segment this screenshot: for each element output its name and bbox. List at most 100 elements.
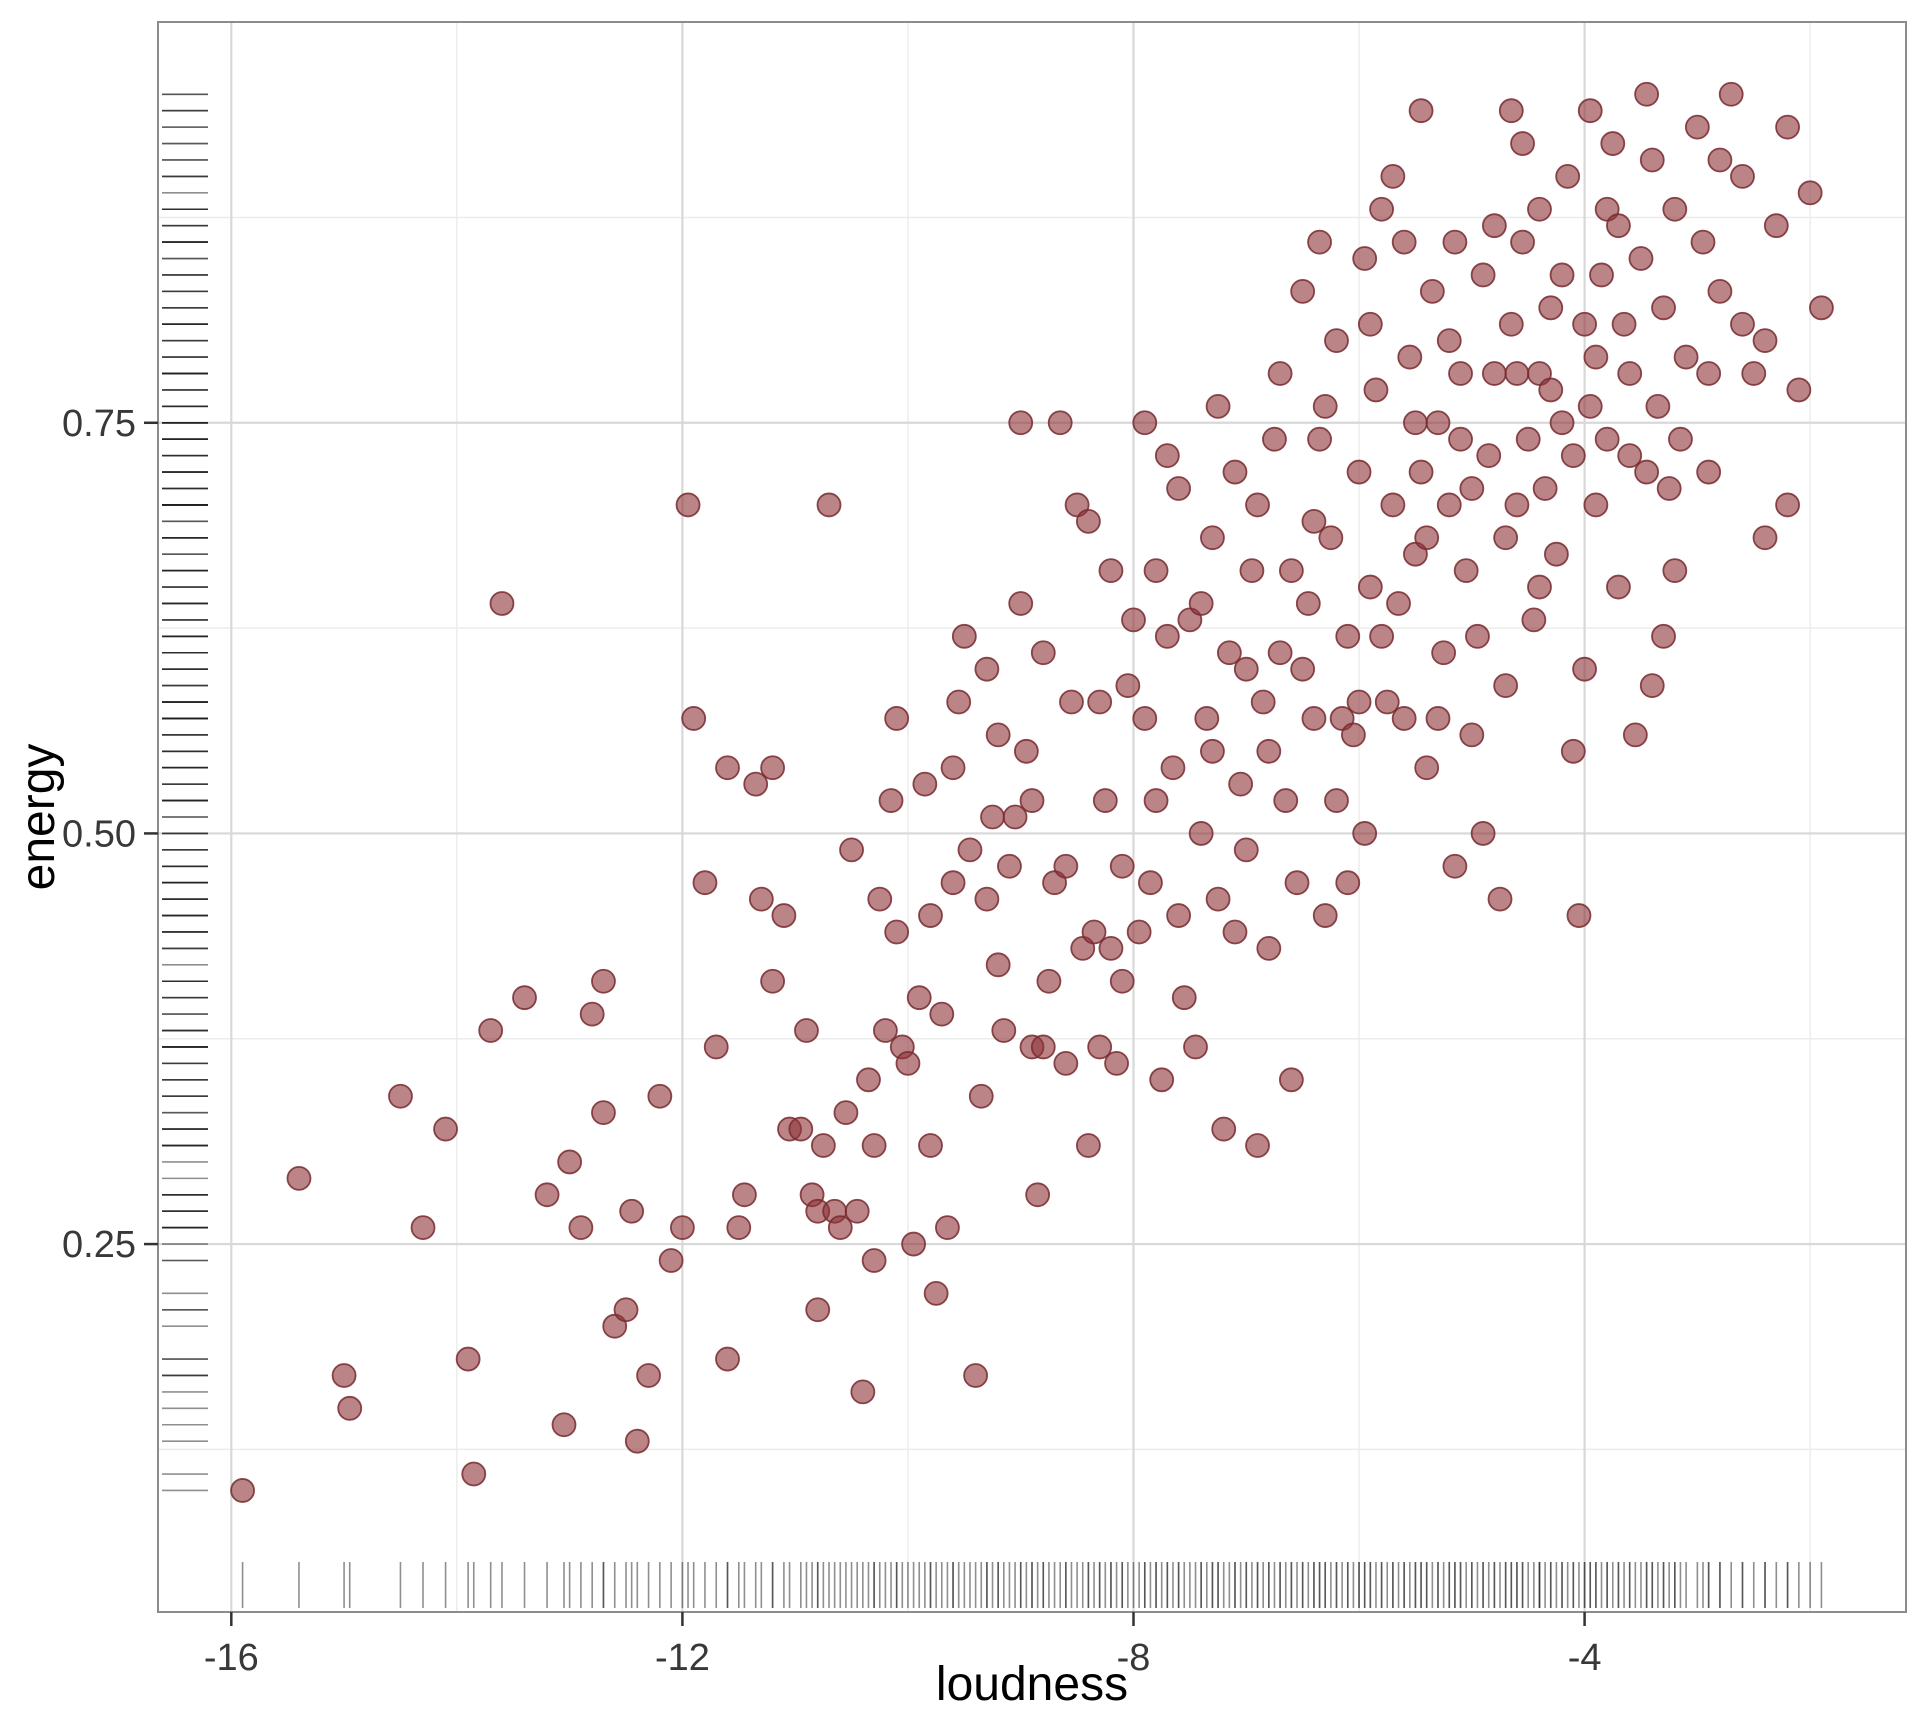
x-tick-label: -4 xyxy=(1568,1637,1602,1679)
scatter-point xyxy=(1453,558,1479,584)
scatter-point xyxy=(331,1363,357,1388)
scatter-point xyxy=(636,1363,661,1388)
scatter-point xyxy=(1166,476,1192,501)
scatter-point xyxy=(1718,81,1744,107)
y-tick-label: 0.75 xyxy=(62,403,136,445)
scatter-point xyxy=(1403,410,1428,436)
scatter-point xyxy=(1391,706,1417,731)
scatter-point xyxy=(974,656,1000,682)
scatter-point xyxy=(1538,377,1564,403)
scatter-point xyxy=(1459,722,1485,748)
scatter-point xyxy=(1566,903,1592,928)
x-axis-title: loudness xyxy=(936,1658,1128,1711)
scatter-point xyxy=(732,1182,757,1208)
scatter-point xyxy=(1419,278,1445,304)
scatter-point xyxy=(591,1100,616,1126)
scatter-point xyxy=(1205,393,1231,419)
scatter-point xyxy=(935,1215,960,1241)
scatter-point xyxy=(1634,459,1660,485)
scatter-point xyxy=(1662,558,1688,584)
scatter-point xyxy=(1651,295,1676,321)
scatter-point xyxy=(850,1379,876,1405)
scatter-point xyxy=(1442,853,1468,879)
y-tick-label: 0.50 xyxy=(62,813,136,855)
scatter-point xyxy=(1583,344,1609,370)
scatter-point xyxy=(1357,311,1383,337)
scatter-point xyxy=(681,706,707,731)
scatter-point xyxy=(805,1297,831,1323)
scatter-point xyxy=(1481,213,1507,239)
scatter-point xyxy=(1544,541,1569,567)
scatter-point xyxy=(1059,689,1084,715)
scatter-point xyxy=(1555,164,1581,189)
scatter-point xyxy=(1481,361,1507,386)
scatter-point xyxy=(726,1215,752,1241)
scatter-point xyxy=(918,1133,943,1158)
scatter-point xyxy=(1408,459,1434,485)
scatter-point xyxy=(624,1428,650,1454)
scatter-point xyxy=(1617,443,1643,469)
scatter-point xyxy=(619,1198,645,1224)
scatter-point xyxy=(1549,262,1575,288)
scatter-point xyxy=(1374,689,1400,715)
scatter-point xyxy=(1233,837,1259,863)
scatter-point xyxy=(884,706,910,731)
scatter-point xyxy=(833,1100,859,1126)
scatter-point xyxy=(760,968,786,994)
scatter-point xyxy=(1205,886,1231,912)
scatter-point xyxy=(1639,673,1665,698)
scatter-point xyxy=(884,919,910,945)
scatter-point xyxy=(1109,968,1135,994)
scatter-point xyxy=(991,1018,1017,1043)
scatter-point xyxy=(1493,525,1519,551)
scatter-point xyxy=(1600,131,1626,156)
scatter-point xyxy=(856,1067,881,1093)
scatter-point xyxy=(1053,853,1079,879)
y-axis-tick-labels: 0.25 0.50 0.75 xyxy=(62,403,136,1266)
scatter-point xyxy=(1290,278,1316,304)
scatter-point xyxy=(1262,426,1287,452)
scatter-point xyxy=(489,591,515,616)
scatter-point xyxy=(839,837,864,863)
scatter-point xyxy=(1019,788,1045,813)
scatter-point xyxy=(1030,1034,1056,1060)
scatter-point xyxy=(1730,311,1755,337)
scatter-point xyxy=(1386,591,1411,616)
scatter-point xyxy=(1408,98,1434,124)
scatter-point xyxy=(1639,147,1665,173)
scatter-point xyxy=(1786,377,1812,403)
scatter-point xyxy=(1149,1067,1175,1093)
scatter-point xyxy=(455,1346,481,1372)
scatter-point xyxy=(1504,492,1530,518)
scatter-point xyxy=(1030,640,1056,666)
scatter-point xyxy=(1200,738,1225,764)
scatter-point xyxy=(1233,656,1259,682)
scatter-point xyxy=(1414,755,1440,781)
scatter-point xyxy=(1775,492,1800,518)
scatter-point xyxy=(985,952,1011,978)
scatter-point xyxy=(1211,1116,1237,1142)
scatter-point xyxy=(1138,870,1163,896)
scatter-point xyxy=(675,492,701,518)
scatter-point xyxy=(1087,689,1113,715)
scatter-point xyxy=(1645,393,1671,419)
scatter-point xyxy=(1245,1133,1270,1158)
scatter-point xyxy=(1622,722,1648,748)
x-axis-tick-labels: -16 -12 -8 -4 xyxy=(204,1637,1602,1679)
x-tick-label: -8 xyxy=(1117,1637,1151,1679)
scatter-point xyxy=(1730,164,1755,189)
scatter-point xyxy=(512,985,537,1011)
scatter-point xyxy=(1690,229,1716,255)
scatter-point xyxy=(1053,1050,1079,1076)
scatter-point xyxy=(1611,311,1637,337)
panel-border xyxy=(157,21,1907,1613)
scatter-point xyxy=(1572,656,1597,682)
scatter-point xyxy=(1188,591,1214,616)
scatter-point xyxy=(1301,706,1327,731)
scatter-point xyxy=(1121,607,1146,633)
scatter-point xyxy=(1087,1034,1113,1060)
scatter-point xyxy=(579,1001,605,1027)
scatter-point xyxy=(906,985,932,1011)
scatter-point xyxy=(1538,295,1564,321)
